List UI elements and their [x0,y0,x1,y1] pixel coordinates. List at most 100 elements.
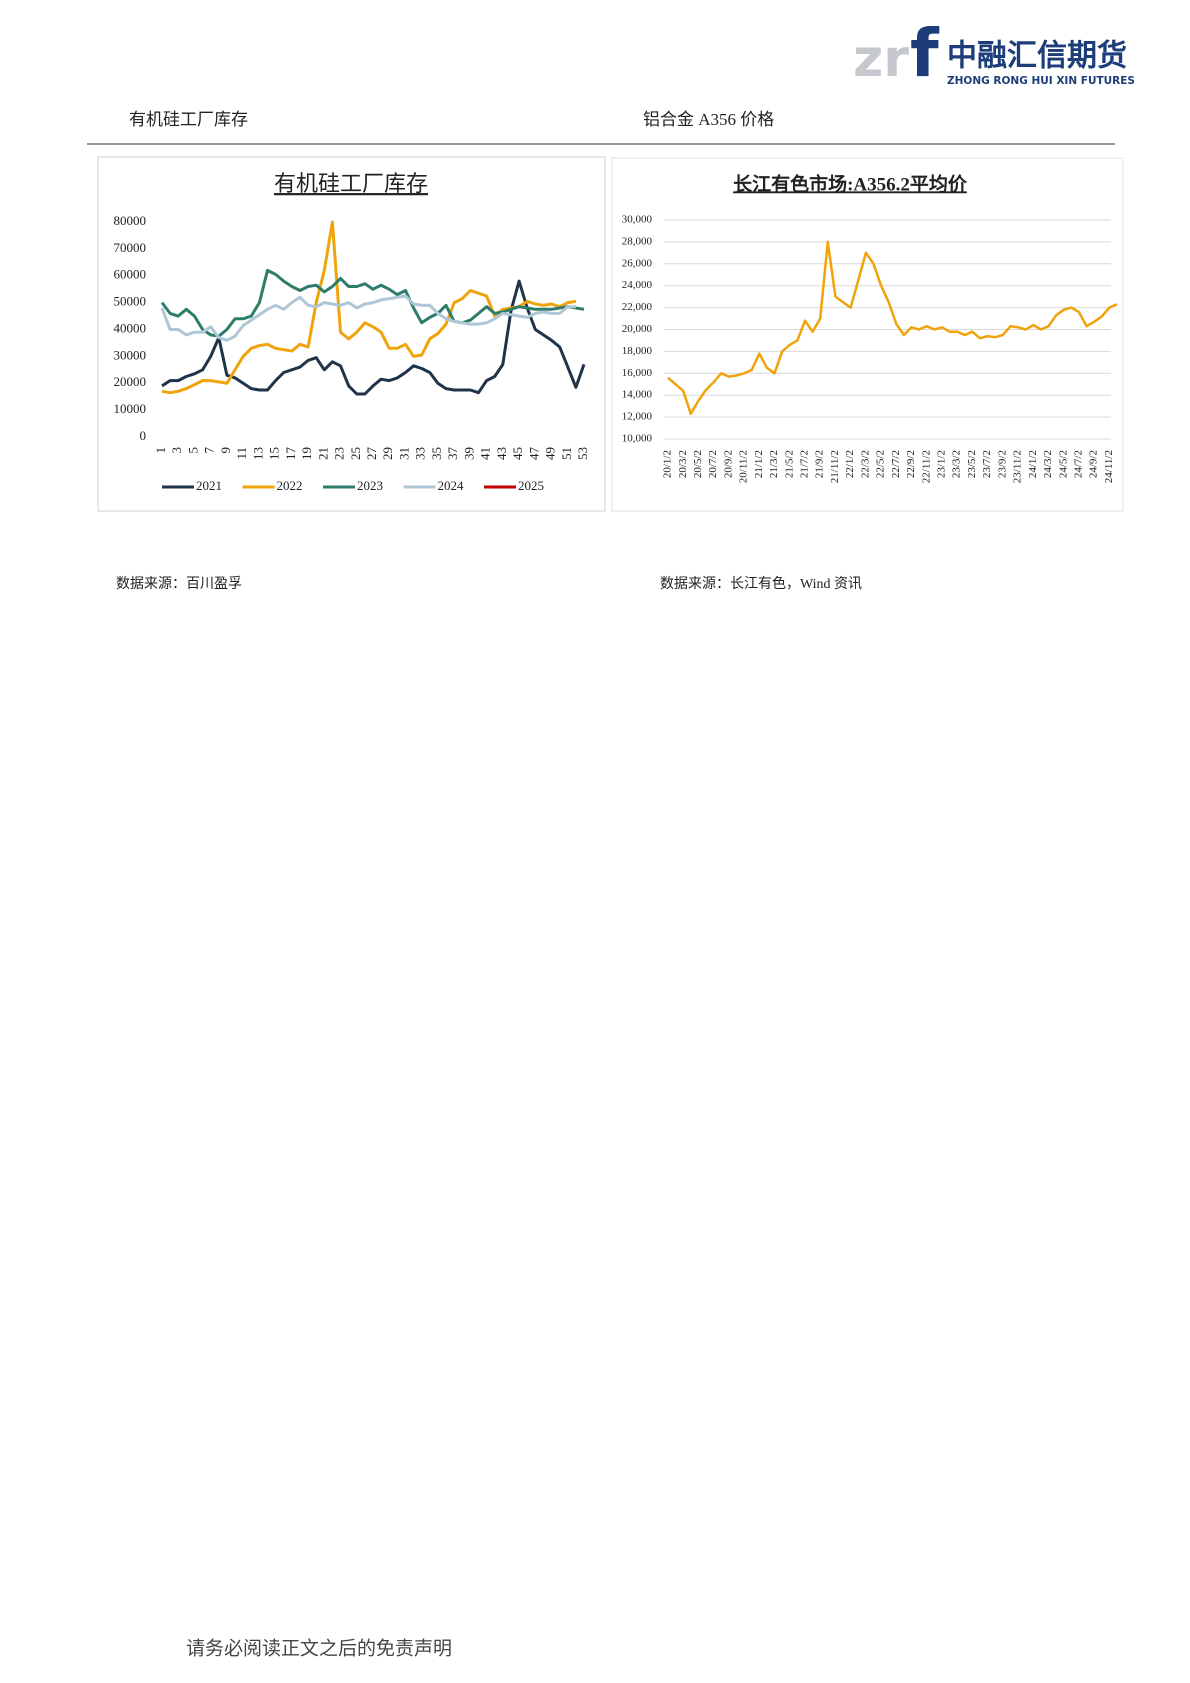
y-tick-label: 50000 [114,294,147,309]
x-tick-label: 17 [283,447,298,461]
legend-label: 2022 [277,478,303,493]
legend-label: 2024 [438,478,465,493]
company-name: 中融汇信期货 [947,39,1127,74]
y-tick-label: 40000 [114,320,147,335]
x-tick-label: 7 [202,447,217,454]
x-tick-label: 23/3/2 [951,450,963,478]
x-tick-label: 37 [445,447,460,461]
x-tick-label: 24/5/2 [1057,450,1069,478]
x-tick-label: 47 [526,447,541,461]
y-tick-label: 10000 [114,401,147,416]
x-tick-label: 29 [380,447,395,460]
x-tick-label: 22/5/2 [875,450,887,478]
y-tick-label: 80000 [114,213,147,228]
x-tick-label: 23/5/2 [966,450,978,478]
chart-title: 长江有色市场:A356.2平均价 [733,172,968,195]
x-tick-label: 5 [185,447,200,454]
y-tick-label: 70000 [114,240,147,255]
x-tick-label: 3 [169,447,184,454]
x-tick-label: 15 [267,447,282,460]
section-title: 有机硅工厂库存 [129,110,248,129]
y-tick-label: 22,000 [622,301,653,313]
x-tick-label: 21/5/2 [783,450,795,478]
legend-label: 2023 [357,478,383,493]
series-line [667,240,1118,416]
x-tick-label: 20/3/2 [677,450,689,478]
disclaimer: 请务必阅读正文之后的免责声明 [186,1637,452,1659]
x-tick-label: 45 [510,447,525,460]
y-tick-label: 60000 [114,267,147,282]
x-tick-label: 23/1/2 [935,450,947,478]
x-tick-label: 23/7/2 [981,450,993,478]
x-tick-label: 20/7/2 [707,450,719,478]
chart-title: 有机硅工厂库存 [274,171,428,196]
x-tick-label: 11 [234,447,249,460]
x-tick-label: 20/11/2 [738,450,750,483]
y-tick-label: 12,000 [622,411,653,423]
y-tick-label: 28,000 [622,235,653,247]
x-tick-label: 22/9/2 [905,450,917,478]
x-tick-label: 49 [543,447,558,460]
y-tick-label: 30000 [114,347,147,362]
x-tick-label: 20/1/2 [662,450,674,478]
y-tick-label: 0 [140,428,147,443]
y-tick-label: 24,000 [622,279,653,291]
x-tick-label: 20/9/2 [722,450,734,478]
series-line [161,220,577,395]
x-tick-label: 1 [153,447,168,454]
x-tick-label: 19 [299,447,314,460]
logo-letters: zr [853,29,909,89]
x-tick-label: 24/1/2 [1027,450,1039,478]
x-tick-label: 21/7/2 [799,450,811,478]
y-tick-label: 30,000 [622,214,653,226]
x-tick-label: 24/3/2 [1042,450,1054,478]
y-tick-label: 16,000 [622,367,653,379]
logo-letter: f [910,15,940,92]
x-tick-label: 33 [413,447,428,460]
series-line [160,268,585,338]
source-note: 数据来源：长江有色，Wind 资讯 [660,575,862,592]
legend-label: 2025 [518,478,544,493]
chart-frame [611,157,1124,512]
x-tick-label: 24/7/2 [1072,450,1084,478]
y-tick-label: 14,000 [622,389,653,401]
y-tick-label: 18,000 [622,345,653,357]
x-tick-label: 22/7/2 [890,450,902,478]
x-tick-label: 20/5/2 [692,450,704,478]
x-tick-label: 22/11/2 [920,450,932,483]
x-tick-label: 13 [250,447,265,460]
company-name-en: ZHONG RONG HUI XIN FUTURES [947,75,1135,87]
x-tick-label: 53 [575,447,590,460]
series-line [160,294,576,342]
x-tick-label: 43 [494,447,509,460]
x-tick-label: 25 [348,447,363,460]
x-tick-label: 22/3/2 [859,450,871,478]
x-tick-label: 21/11/2 [829,450,841,483]
section-title: 铝合金 A356 价格 [643,110,774,129]
legend-label: 2021 [196,478,222,493]
x-tick-label: 21/3/2 [768,450,780,478]
x-tick-label: 21/9/2 [814,450,826,478]
y-tick-label: 20,000 [622,323,653,335]
x-tick-label: 23/9/2 [996,450,1008,478]
x-tick-label: 27 [364,447,379,461]
x-tick-label: 24/11/2 [1103,450,1115,483]
x-tick-label: 21 [315,447,330,460]
y-tick-label: 26,000 [622,257,653,269]
x-tick-label: 39 [461,447,476,460]
x-tick-label: 23 [332,447,347,460]
x-tick-label: 22/1/2 [844,450,856,478]
x-tick-label: 51 [559,447,574,460]
x-tick-label: 41 [478,447,493,460]
x-tick-label: 9 [218,447,233,454]
x-tick-label: 21/1/2 [753,450,765,478]
y-tick-label: 10,000 [622,433,653,445]
x-tick-label: 24/9/2 [1088,450,1100,478]
x-tick-label: 23/11/2 [1012,450,1024,483]
x-tick-label: 31 [396,447,411,460]
x-tick-label: 35 [429,447,444,460]
source-note: 数据来源：百川盈孚 [116,576,242,592]
y-tick-label: 20000 [114,374,147,389]
